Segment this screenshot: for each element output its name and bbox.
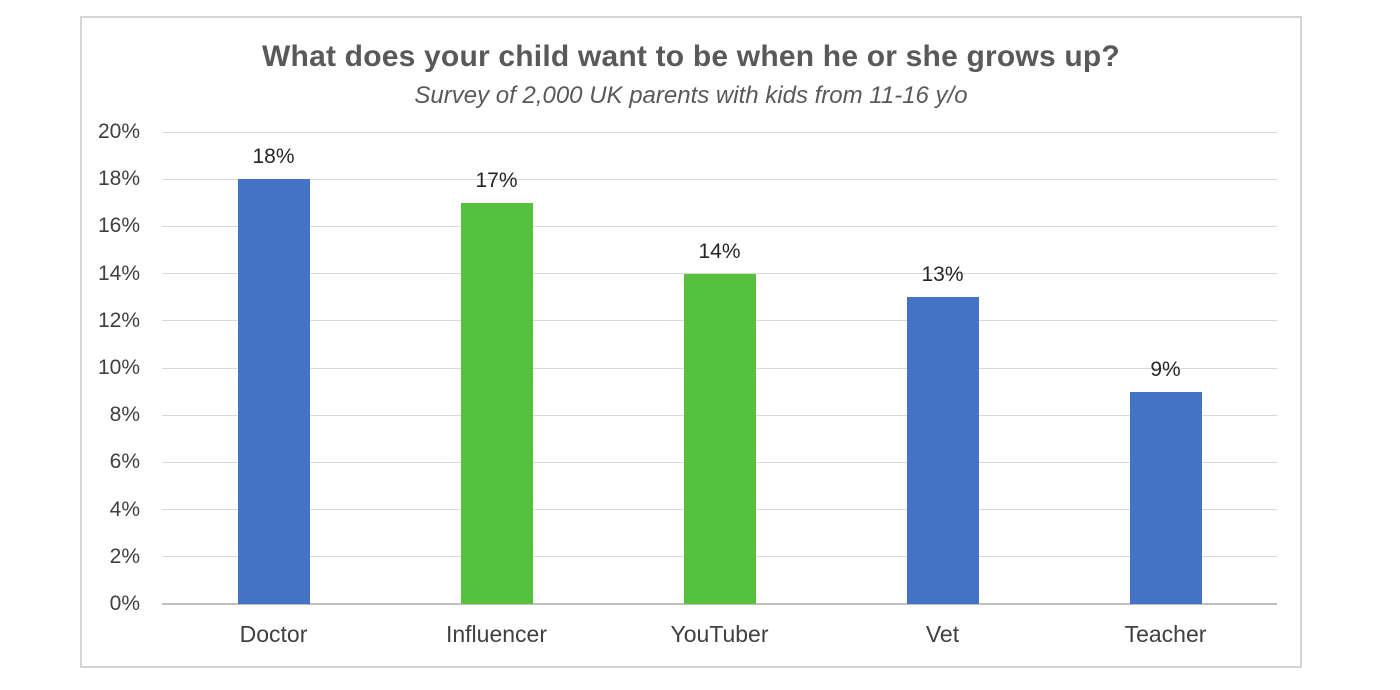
chart-title: What does your child want to be when he … xyxy=(262,40,1120,73)
bar-teacher xyxy=(1129,391,1202,604)
x-axis-category-label-doctor: Doctor xyxy=(239,621,308,647)
y-axis-tick-label-6%: 6% xyxy=(109,450,140,474)
bar-value-label-youtuber: 14% xyxy=(698,239,741,263)
x-axis-category-label-teacher: Teacher xyxy=(1124,621,1207,647)
chart-subtitle: Survey of 2,000 UK parents with kids fro… xyxy=(414,82,968,109)
bar-youtuber xyxy=(683,273,756,604)
gridline-16% xyxy=(162,225,1277,227)
gridline-18% xyxy=(162,178,1277,180)
chart-card: What does your child want to be when he … xyxy=(80,16,1302,668)
bar-value-label-vet: 13% xyxy=(921,263,964,287)
y-axis-tick-label-2%: 2% xyxy=(109,544,140,568)
bar-value-label-teacher: 9% xyxy=(1150,357,1181,381)
bar-value-label-doctor: 18% xyxy=(252,145,295,169)
y-axis-tick-label-8%: 8% xyxy=(109,403,140,427)
y-axis-tick-label-0%: 0% xyxy=(109,592,140,615)
bar-influencer xyxy=(460,202,533,604)
bar-value-label-influencer: 17% xyxy=(475,168,518,192)
y-axis-tick-label-4%: 4% xyxy=(109,497,140,521)
y-axis-tick-label-18%: 18% xyxy=(97,167,140,191)
x-axis-category-label-influencer: Influencer xyxy=(445,621,547,647)
y-axis-tick-label-12%: 12% xyxy=(97,308,140,332)
x-axis-line xyxy=(162,603,1277,605)
y-axis-tick-label-20%: 20% xyxy=(97,120,140,143)
gridline-20% xyxy=(162,131,1277,133)
x-axis-category-label-vet: Vet xyxy=(925,621,960,647)
bar-vet xyxy=(906,297,979,604)
chart-canvas: What does your child want to be when he … xyxy=(82,18,1300,666)
bar-doctor xyxy=(237,179,310,604)
y-axis-tick-label-14%: 14% xyxy=(97,261,140,285)
x-axis-category-label-youtuber: YouTuber xyxy=(670,621,769,647)
y-axis-tick-label-16%: 16% xyxy=(97,214,140,238)
y-axis-tick-label-10%: 10% xyxy=(97,356,140,379)
